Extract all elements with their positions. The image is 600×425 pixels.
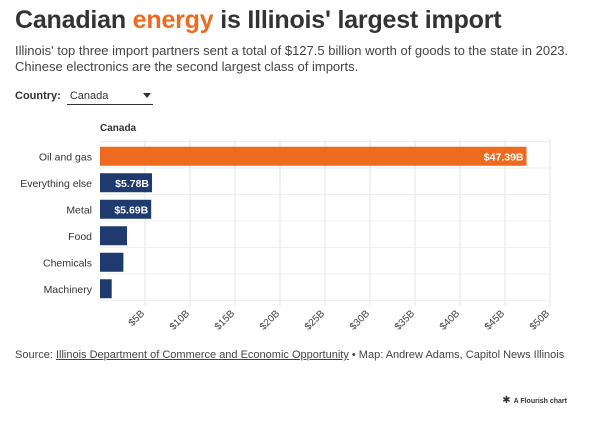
country-control: Country: Canada xyxy=(15,87,153,105)
bar-chart: Oil and gas $47.39B Everything else $5.78B M… xyxy=(20,139,553,333)
x-tick-label-9: $50B xyxy=(528,308,553,333)
category-label-5: Machinery xyxy=(44,284,93,296)
x-tick-label-0: $5B xyxy=(127,308,148,329)
bar-3 xyxy=(100,226,127,246)
chart-title: Canadian energy is Illinois' largest imp… xyxy=(15,6,590,35)
source-note: Source: Illinois Department of Commerce … xyxy=(15,348,575,362)
bar-4 xyxy=(100,252,124,272)
country-select[interactable]: Canada xyxy=(66,87,153,105)
data-label-1: $5.78B xyxy=(115,178,149,190)
x-tick-label-4: $25B xyxy=(303,308,328,333)
category-label-3: Food xyxy=(68,231,92,243)
source-link[interactable]: Illinois Department of Commerce and Econ… xyxy=(55,349,349,361)
title-part-1: Canadian xyxy=(15,6,133,34)
x-tick-label-1: $10B xyxy=(168,308,193,333)
x-tick-label-3: $20B xyxy=(258,308,283,333)
bar-0 xyxy=(100,146,527,166)
chart-subtitle: Illinois' top three import partners sent… xyxy=(15,43,569,74)
country-label: Country: xyxy=(15,90,61,102)
bar-2 xyxy=(100,199,152,219)
chart-panel-heading: Canada xyxy=(100,123,137,134)
title-accent: energy xyxy=(132,6,214,34)
data-label-2: $5.69B xyxy=(114,204,148,216)
source-suffix: • Map: Andrew Adams, Capitol News Illino… xyxy=(348,349,565,361)
title-part-2: is Illinois' largest import xyxy=(213,6,502,34)
category-label-2: Metal xyxy=(66,204,92,216)
x-tick-label-2: $15B xyxy=(213,308,238,333)
bar-5 xyxy=(100,279,112,299)
flourish-credit[interactable]: ✱ A Flourish chart xyxy=(502,396,567,406)
x-tick-label-8: $45B xyxy=(483,308,508,333)
data-label-0: $47.39B xyxy=(484,151,524,163)
source-prefix: Source: xyxy=(15,349,56,361)
x-tick-label-7: $40B xyxy=(438,308,463,333)
category-label-4: Chemicals xyxy=(43,257,92,269)
country-select-value: Canada xyxy=(69,89,109,102)
chevron-down-icon xyxy=(142,93,151,98)
bar-1 xyxy=(100,173,153,193)
x-tick-label-5: $30B xyxy=(348,308,373,333)
category-label-0: Oil and gas xyxy=(39,151,92,163)
flourish-icon: ✱ xyxy=(502,395,511,406)
flourish-credit-label: A Flourish chart xyxy=(513,397,567,405)
x-tick-label-6: $35B xyxy=(393,308,418,333)
category-label-1: Everything else xyxy=(20,178,92,190)
